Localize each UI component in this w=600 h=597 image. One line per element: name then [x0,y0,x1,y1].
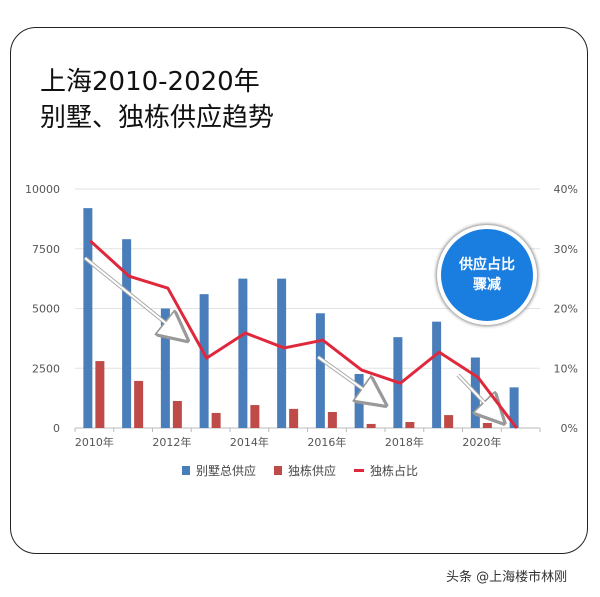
legend-swatch [181,466,190,475]
line-point [399,382,401,384]
legend-label: 独栋占比 [370,464,419,478]
line-point [361,369,363,371]
bar-detached [289,408,299,428]
right-axis-tick-label: 10% [554,362,578,375]
chart-card [10,27,588,554]
x-axis-tick-label: 2014年 [230,435,269,449]
chart-title: 上海2010-2020年 别墅、独栋供应趋势 [40,64,274,136]
bar-villa-total [122,239,132,428]
trend-arrow-inner [84,257,184,338]
bar-villa-total [315,313,325,428]
bar-detached [134,380,144,428]
bar-detached [405,422,415,428]
line-point [244,332,246,334]
legend-item-share: 独栋占比 [354,462,418,479]
bar-villa-total [83,208,93,428]
right-axis-tick-label: 20% [554,303,578,316]
x-axis-tick-label: 2010年 [75,435,114,449]
bar-villa-total [160,308,170,428]
bar-detached [366,423,376,428]
legend-item-villa-total: 别墅总供应 [181,462,256,479]
bar-detached [444,415,454,428]
bar-villa-total [432,321,442,428]
legend-item-detached: 独栋供应 [273,462,336,479]
trend-arrow-inner [457,374,501,420]
title-line-2: 别墅、独栋供应趋势 [40,103,275,133]
x-axis-tick-label: 2016年 [307,435,346,449]
bar-detached [250,405,260,428]
left-axis-tick-label: 7500 [32,243,60,256]
left-axis-tick-label: 5000 [32,303,60,316]
x-axis-tick-label: 2020年 [462,435,501,449]
left-axis-tick-label: 2500 [32,362,60,375]
legend-label: 独栋供应 [287,464,336,478]
bar-detached [482,422,492,428]
bar-detached [95,361,105,428]
bar-villa-total [277,278,287,428]
bar-detached [211,412,221,428]
left-axis-tick-label: 10000 [25,183,60,196]
legend-swatch [354,469,364,472]
line-point [206,357,208,359]
title-line-1: 上海2010-2020年 [40,67,260,97]
callout-badge: 供应占比 骤减 [437,225,537,325]
x-axis-tick-label: 2018年 [385,435,424,449]
trend-arrows [83,256,501,420]
badge-line-1: 供应占比 [459,257,515,273]
line-point [283,347,285,349]
right-axis-tick-label: 0% [561,422,578,435]
line-point [167,287,169,289]
line-point [516,427,518,429]
legend-swatch [273,466,282,475]
legend: 别墅总供应 独栋供应 独栋占比 [0,462,600,479]
bar-villa-total [199,294,209,428]
bar-villa-total [509,387,519,428]
line-share [89,239,518,429]
bar-detached [172,400,182,428]
line-point [128,275,130,277]
legend-label: 别墅总供应 [195,464,256,478]
x-axis-tick-label: 2012年 [152,435,191,449]
trend-arrow-inner [317,356,382,403]
bar-villa-total [238,278,248,428]
line-point [477,376,479,378]
bar-detached [327,411,337,428]
line-point [438,351,440,353]
watermark: 头条 @上海楼市林刚 [446,570,568,585]
line-point [322,339,324,341]
left-axis-tick-label: 0 [53,422,60,435]
right-axis-tick-label: 30% [554,243,578,256]
line-point [89,240,91,242]
badge-line-2: 骤减 [473,277,501,293]
right-axis-tick-label: 40% [554,183,578,196]
